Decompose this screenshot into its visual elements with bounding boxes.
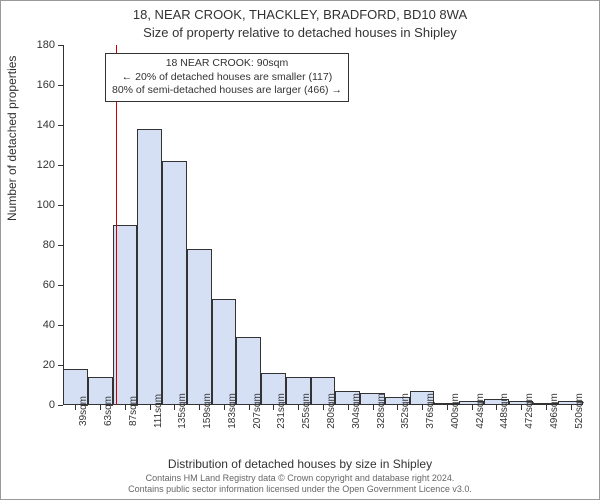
histogram-bar — [162, 161, 187, 405]
x-tick-label: 448sqm — [499, 393, 510, 429]
histogram-bar — [137, 129, 162, 405]
y-tick — [58, 85, 63, 86]
x-tick — [224, 405, 225, 410]
y-tick-label: 140 — [37, 119, 55, 131]
y-tick-label: 180 — [37, 39, 55, 51]
footer-attribution: Contains HM Land Registry data © Crown c… — [1, 473, 599, 495]
x-tick — [273, 405, 274, 410]
x-tick-label: 376sqm — [425, 393, 436, 429]
x-tick — [174, 405, 175, 410]
annotation-line: ← 20% of detached houses are smaller (11… — [112, 71, 342, 85]
x-tick — [100, 405, 101, 410]
x-tick-label: 520sqm — [574, 393, 585, 429]
x-tick-label: 496sqm — [549, 393, 560, 429]
chart-container: 18, NEAR CROOK, THACKLEY, BRADFORD, BD10… — [0, 0, 600, 500]
annotation-line: 18 NEAR CROOK: 90sqm — [112, 57, 342, 71]
x-tick-label: 472sqm — [524, 393, 535, 429]
x-tick — [521, 405, 522, 410]
x-tick — [199, 405, 200, 410]
chart-title-main: 18, NEAR CROOK, THACKLEY, BRADFORD, BD10… — [1, 7, 599, 22]
y-tick — [58, 205, 63, 206]
x-tick — [348, 405, 349, 410]
y-tick-label: 120 — [37, 159, 55, 171]
y-tick-label: 60 — [43, 279, 55, 291]
y-tick-label: 40 — [43, 319, 55, 331]
x-tick — [150, 405, 151, 410]
annotation-line: 80% of semi-detached houses are larger (… — [112, 84, 342, 98]
y-tick — [58, 325, 63, 326]
histogram-bar — [187, 249, 212, 405]
x-tick — [75, 405, 76, 410]
y-tick — [58, 405, 63, 406]
y-tick — [58, 365, 63, 366]
annotation-box: 18 NEAR CROOK: 90sqm← 20% of detached ho… — [105, 53, 349, 102]
y-tick-label: 20 — [43, 359, 55, 371]
x-tick — [373, 405, 374, 410]
y-axis-label: Number of detached properties — [5, 56, 19, 221]
x-tick — [571, 405, 572, 410]
x-tick — [323, 405, 324, 410]
y-tick-label: 80 — [43, 239, 55, 251]
y-tick — [58, 165, 63, 166]
y-tick-label: 100 — [37, 199, 55, 211]
x-tick — [125, 405, 126, 410]
y-tick — [58, 125, 63, 126]
x-axis-label: Distribution of detached houses by size … — [1, 457, 599, 471]
x-tick — [298, 405, 299, 410]
footer-line-2: Contains public sector information licen… — [1, 484, 599, 495]
footer-line-1: Contains HM Land Registry data © Crown c… — [1, 473, 599, 484]
x-tick — [249, 405, 250, 410]
y-tick-label: 160 — [37, 79, 55, 91]
histogram-bar — [212, 299, 237, 405]
x-tick — [397, 405, 398, 410]
y-tick — [58, 45, 63, 46]
x-tick — [546, 405, 547, 410]
y-tick — [58, 285, 63, 286]
x-tick — [447, 405, 448, 410]
x-tick-label: 400sqm — [450, 393, 461, 429]
y-tick-label: 0 — [49, 399, 55, 411]
x-tick — [472, 405, 473, 410]
plot-area: 02040608010012014016018039sqm63sqm87sqm1… — [63, 45, 583, 405]
x-tick — [496, 405, 497, 410]
chart-title-sub: Size of property relative to detached ho… — [1, 25, 599, 40]
y-tick — [58, 245, 63, 246]
x-tick — [422, 405, 423, 410]
